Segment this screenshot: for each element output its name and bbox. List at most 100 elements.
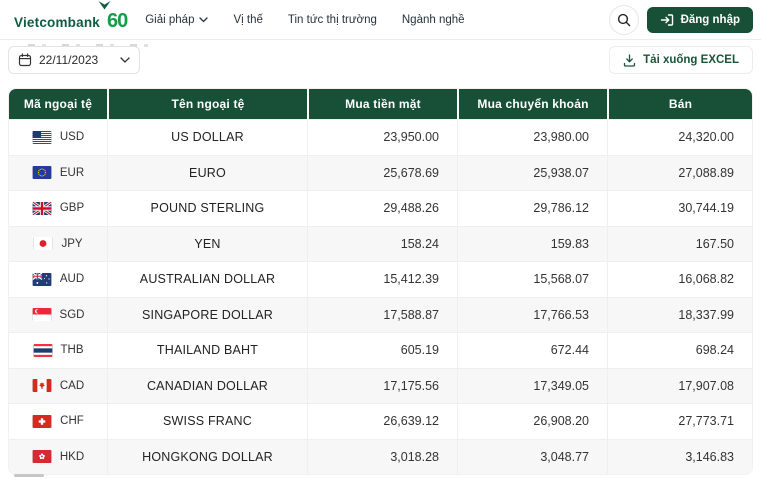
download-icon [624,53,636,67]
currency-code: HKD [59,450,85,463]
table-row: GBP POUND STERLING 29,488.26 29,786.12 30,74… [9,190,752,226]
sell-cell: 18,337.99 [607,297,752,332]
nav-item-vi-the[interactable]: Vị thế [233,14,262,26]
nav-item-label: Ngành nghề [401,13,465,26]
currency-name-cell: SWISS FRANC [107,404,307,439]
header-transfer-buy: Mua chuyển khoản [459,89,607,119]
horizontal-scrollbar-thumb[interactable] [14,474,44,477]
transfer-buy-cell: 17,349.05 [457,368,607,403]
table-body: USD US DOLLAR 23,950.00 23,980.00 24,320.00 E… [9,119,752,474]
nav-menu: Giải pháp Vị thế Tin tức thị trường Ngàn… [145,14,464,26]
transfer-buy-cell: 23,980.00 [457,120,607,155]
header-currency-name: Tên ngoại tệ [109,89,307,119]
currency-code: AUD [59,273,85,286]
date-picker[interactable]: 22/11/2023 [8,46,140,74]
transfer-buy-cell: 15,568.07 [457,262,607,297]
table-row: SGD SINGAPORE DOLLAR 17,588.87 17,766.53 18,… [9,296,752,333]
table-row: JPY YEN 158.24 159.83 167.50 [9,225,752,262]
currency-code-cell: THB [9,333,107,368]
toolbar: 22/11/2023 Tải xuống EXCEL [8,46,753,74]
download-excel-button[interactable]: Tải xuống EXCEL [609,46,753,74]
sell-cell: 16,068.82 [607,262,752,297]
sell-cell: 30,744.19 [607,191,752,226]
currency-code-cell: CHF [9,404,107,439]
cash-buy-cell: 29,488.26 [307,191,457,226]
search-button[interactable] [608,4,639,35]
login-icon [660,13,673,26]
table-row: HKD HONGKONG DOLLAR 3,018.28 3,048.77 3,146.… [9,438,752,475]
currency-code-cell: JPY [9,227,107,262]
nav-item-tin-tuc[interactable]: Tin tức thị trường [288,14,377,26]
currency-name-cell: SINGAPORE DOLLAR [107,297,307,332]
flag-jp-icon [33,237,53,251]
flag-us-icon [32,130,52,144]
cash-buy-cell: 158.24 [307,226,457,261]
currency-code-cell: AUD [9,262,107,297]
calendar-icon [18,53,32,67]
flag-th-icon [33,343,53,357]
currency-code: THB [60,344,84,357]
currency-name-cell: EURO [107,155,307,190]
sell-cell: 167.50 [607,226,752,261]
transfer-buy-cell: 3,048.77 [457,439,607,474]
clipped-scrolled-text [28,44,158,47]
currency-code: CHF [60,415,84,428]
currency-name-cell: AUSTRALIAN DOLLAR [107,262,307,297]
download-excel-label: Tải xuống EXCEL [643,54,739,66]
currency-code-cell: HKD [9,440,107,475]
currency-name-cell: THAILAND BAHT [107,333,307,368]
sell-cell: 17,907.08 [607,368,752,403]
header-currency-code: Mã ngoại tệ [9,89,107,119]
flag-hk-icon [32,450,52,464]
currency-name-cell: HONGKONG DOLLAR [107,439,307,474]
table-row: CHF SWISS FRANC 26,639.12 26,908.20 27,773.7… [9,403,752,439]
table-row: THB THAILAND BAHT 605.19 672.44 698.24 [9,332,752,368]
nav-item-label: Vị thế [233,13,263,26]
cash-buy-cell: 25,678.69 [307,155,457,190]
cash-buy-cell: 15,412.39 [307,262,457,297]
currency-name-cell: YEN [107,226,307,261]
vietcombank-logo[interactable]: Vietcombank 60 [14,0,128,32]
sell-cell: 27,773.71 [607,404,752,439]
transfer-buy-cell: 29,786.12 [457,191,607,226]
exchange-rate-table: Mã ngoại tệ Tên ngoại tệ Mua tiền mặt Mu… [8,88,753,475]
cash-buy-cell: 3,018.28 [307,439,457,474]
sell-cell: 24,320.00 [607,120,752,155]
transfer-buy-cell: 25,938.07 [457,155,607,190]
nav-item-nganh-nghe[interactable]: Ngành nghề [402,14,465,26]
login-button[interactable]: Đăng nhập [646,6,753,33]
nav-item-giai-phap[interactable]: Giải pháp [145,13,209,26]
flag-sg-icon [32,308,52,322]
currency-code-cell: GBP [9,191,107,226]
cash-buy-cell: 26,639.12 [307,404,457,439]
sell-cell: 3,146.83 [607,439,752,474]
table-row: CAD CANADIAN DOLLAR 17,175.56 17,349.05 17,9… [9,367,752,403]
table-header-row: Mã ngoại tệ Tên ngoại tệ Mua tiền mặt Mu… [9,89,752,119]
currency-code: GBP [59,202,85,215]
transfer-buy-cell: 159.83 [457,226,607,261]
nav-item-label: Tin tức thị trường [287,13,377,26]
sell-cell: 27,088.89 [607,155,752,190]
flag-ca-icon [32,379,52,393]
transfer-buy-cell: 26,908.20 [457,404,607,439]
table-row: USD US DOLLAR 23,950.00 23,980.00 24,320.00 [9,119,752,155]
currency-code: JPY [61,237,83,250]
flag-eu-icon [32,166,52,180]
date-value: 22/11/2023 [39,53,99,67]
currency-code-cell: SGD [9,298,107,333]
table-row: AUD AUSTRALIAN DOLLAR 15,412.39 15,568.07 16… [9,261,752,297]
currency-code: EUR [59,166,85,179]
anniversary-60-logo: 60 [106,9,128,32]
currency-name-cell: CANADIAN DOLLAR [107,368,307,403]
currency-name-cell: POUND STERLING [107,191,307,226]
cash-buy-cell: 17,175.56 [307,368,457,403]
flag-ch-icon [32,414,52,428]
nav-item-label: Giải pháp [145,13,195,26]
sell-cell: 698.24 [607,333,752,368]
currency-code: SGD [59,308,85,321]
chevron-down-icon [120,57,130,63]
cash-buy-cell: 17,588.87 [307,297,457,332]
top-nav: Vietcombank 60 Giải pháp Vị thế Tin tức … [0,0,761,40]
currency-code-cell: USD [9,120,107,155]
